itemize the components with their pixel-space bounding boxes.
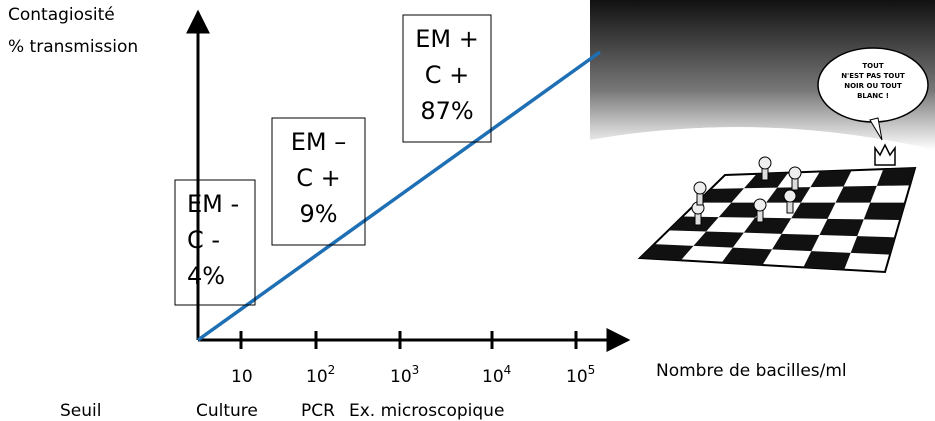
- crown: [874, 143, 896, 166]
- pawn-head: [753, 198, 767, 212]
- tick-base: 10: [306, 367, 328, 387]
- tick-exponent: 4: [504, 363, 512, 377]
- y-axis-label: % transmission: [8, 37, 138, 57]
- tick-base: 10: [390, 367, 412, 387]
- board-square: [668, 216, 719, 232]
- box-line: 87%: [420, 97, 473, 125]
- board-square: [810, 170, 852, 188]
- board-square: [863, 202, 905, 220]
- tick-base: 10: [566, 367, 588, 387]
- speech-text: BLANC !: [857, 92, 889, 100]
- board-square: [835, 185, 877, 203]
- tick-base: 10: [482, 367, 504, 387]
- threshold-label: PCR: [301, 401, 335, 421]
- box-line: 4%: [187, 262, 225, 290]
- tick-base: 10: [231, 367, 253, 387]
- x-tick-label: 10: [231, 367, 253, 387]
- x-ticks: 10 102 103 104 105: [231, 331, 595, 387]
- board-square: [803, 251, 851, 270]
- threshold-label: Ex. microscopique: [349, 401, 504, 421]
- tick-exponent: 2: [328, 363, 336, 377]
- speech-text: NOIR OU TOUT: [844, 82, 902, 90]
- x-axis-label: Nombre de bacilles/ml: [656, 361, 847, 381]
- box-line: C +: [296, 164, 341, 192]
- boxes: EM - C - 4% EM – C + 9% EM + C + 87%: [174, 14, 492, 306]
- board-square: [640, 244, 694, 261]
- speech-text: TOUT: [862, 62, 883, 70]
- cartoon: TOUT N'EST PAS TOUT NOIR OU TOUT BLANC !: [590, 0, 935, 280]
- board-square: [876, 168, 915, 186]
- pawn-head: [788, 166, 802, 180]
- pawn-head: [693, 181, 707, 195]
- tick-exponent: 3: [412, 363, 420, 377]
- pawn-head: [758, 156, 772, 170]
- x-tick-label: 105: [566, 363, 595, 387]
- y-axis-label: Contagiosité: [8, 5, 115, 25]
- box-line: C -: [187, 226, 220, 254]
- speech-text: N'EST PAS TOUT: [841, 72, 905, 80]
- board-square: [772, 233, 820, 252]
- box-line: EM -: [187, 190, 239, 218]
- box-line: EM +: [415, 25, 479, 53]
- trend-line: [196, 50, 602, 342]
- box: [271, 117, 366, 246]
- board-square: [819, 218, 864, 237]
- board-square: [693, 231, 744, 248]
- x-tick-label: 103: [390, 363, 419, 387]
- speech-tail: [869, 117, 883, 141]
- tick-exponent: 5: [588, 363, 596, 377]
- chessboard: [637, 143, 917, 274]
- box-line: C +: [425, 61, 470, 89]
- box-line: 9%: [299, 200, 337, 228]
- x-tick-label: 104: [482, 363, 511, 387]
- threshold-label: Culture: [196, 401, 258, 421]
- box: [402, 14, 492, 143]
- box-line: EM –: [291, 128, 347, 156]
- threshold-label: Seuil: [60, 401, 101, 421]
- board-square: [791, 202, 836, 219]
- board-square: [721, 247, 773, 265]
- x-tick-label: 102: [306, 363, 335, 387]
- board-square: [850, 236, 895, 255]
- board-square: [743, 217, 792, 234]
- board-square: [696, 188, 745, 203]
- pawn-head: [783, 189, 797, 203]
- box: [174, 179, 256, 306]
